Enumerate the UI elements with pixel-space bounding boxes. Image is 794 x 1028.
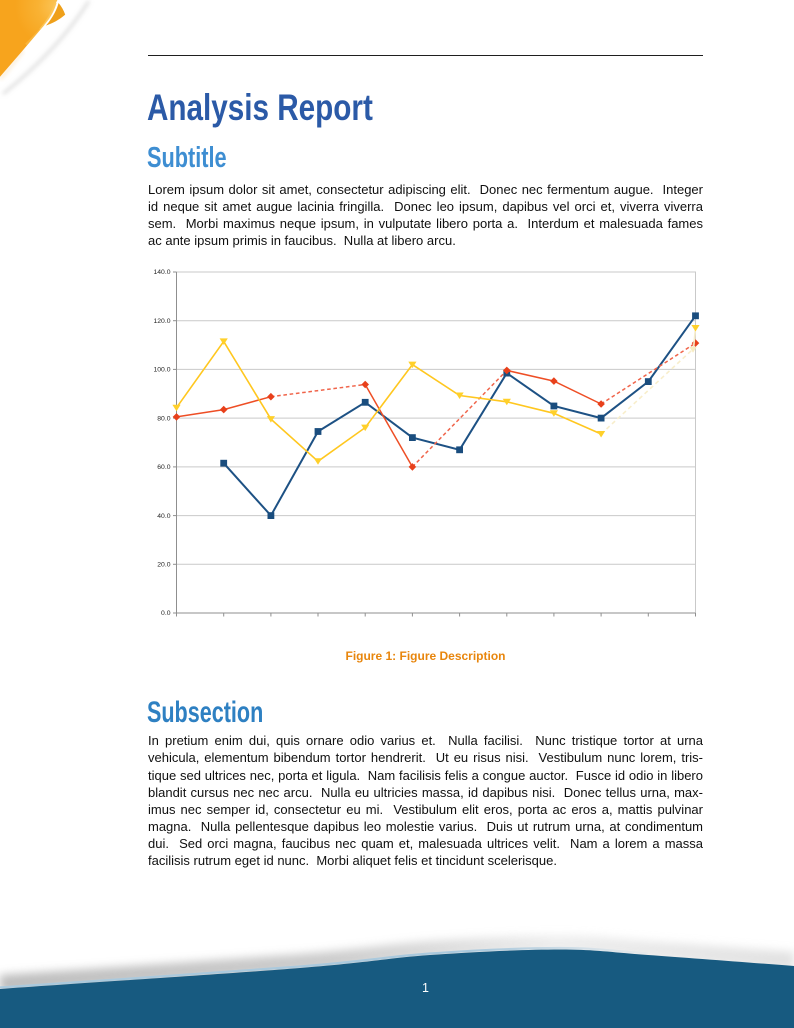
svg-text:20.0: 20.0	[157, 562, 170, 569]
svg-text:140.0: 140.0	[153, 269, 170, 276]
svg-text:100.0: 100.0	[153, 367, 170, 374]
svg-text:80.0: 80.0	[157, 415, 170, 422]
svg-text:0.0: 0.0	[161, 610, 171, 617]
svg-text:60.0: 60.0	[157, 464, 170, 471]
svg-text:120.0: 120.0	[153, 318, 170, 325]
svg-text:40.0: 40.0	[157, 513, 170, 520]
